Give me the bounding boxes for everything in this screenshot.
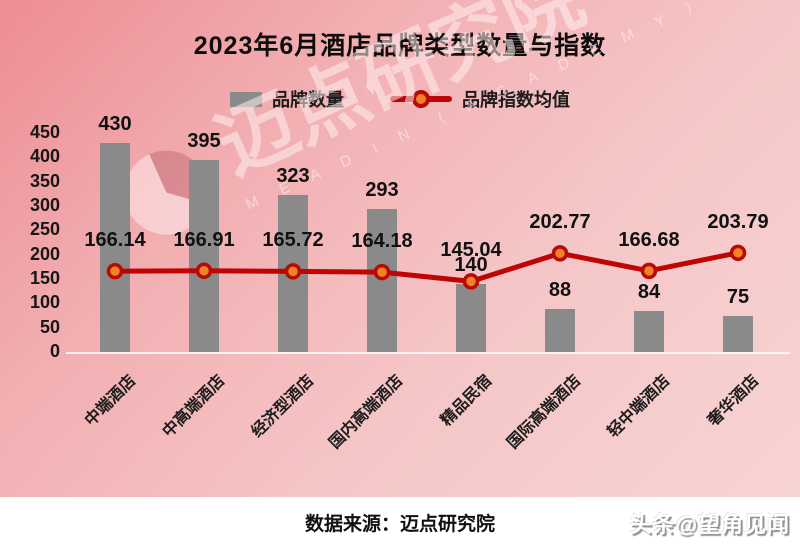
bar-swatch-icon	[230, 91, 262, 107]
line-point	[640, 262, 658, 280]
line-value-label: 145.04	[440, 239, 502, 262]
index-line	[106, 244, 747, 290]
line-point	[284, 263, 302, 280]
bar	[189, 159, 219, 352]
bar	[723, 315, 753, 352]
line-point	[106, 262, 124, 280]
bar	[367, 209, 397, 352]
line-value-label: 165.72	[262, 229, 324, 252]
y-axis-tick: 0	[49, 341, 60, 361]
combo-chart: 450 400 350 300 250 200 150 100 50 0 430 395 323 293 1…	[29, 112, 790, 453]
line-point	[373, 263, 391, 281]
line-value-label: 203.79	[707, 210, 769, 233]
line-point	[729, 244, 747, 262]
y-axis-tick: 450	[29, 122, 60, 142]
y-axis-tick: 250	[29, 219, 60, 240]
legend-item-bars: 品牌数量	[230, 86, 344, 112]
chart-title: 2023年6月酒店品牌类型数量与指数	[193, 32, 607, 60]
y-axis-tick: 200	[29, 243, 60, 264]
bar-value-label: 140	[454, 253, 488, 276]
bar	[456, 283, 486, 352]
line-value-label: 164.18	[351, 230, 413, 253]
y-axis-tick: 400	[29, 146, 60, 167]
bar-value-label: 395	[187, 129, 221, 152]
footer-strip: 数据来源：迈点研究院 头条@望角见闻	[0, 497, 800, 544]
legend-bars-label: 品牌数量	[272, 90, 344, 110]
line-point	[551, 245, 569, 262]
bar-value-label: 430	[98, 112, 132, 135]
y-axis-tick: 50	[39, 316, 60, 337]
bar-value-label: 88	[548, 279, 572, 302]
bar-value-label: 75	[726, 285, 750, 308]
y-axis-tick: 350	[29, 170, 60, 191]
line-point	[195, 262, 213, 280]
x-axis-baseline	[66, 352, 790, 354]
bar	[545, 309, 575, 352]
line-value-label: 166.14	[84, 229, 146, 252]
data-source-text: 数据来源：迈点研究院	[304, 514, 495, 535]
y-axis-tick: 150	[29, 268, 60, 288]
y-axis-tick: 300	[29, 195, 60, 215]
bar	[100, 142, 130, 352]
line-value-label: 166.68	[618, 228, 680, 251]
y-axis-tick: 100	[29, 292, 60, 313]
bar	[634, 311, 664, 352]
line-marker-icon	[412, 90, 430, 108]
legend: 品牌数量 品牌指数均值	[0, 86, 800, 112]
legend-line-label: 品牌指数均值	[462, 90, 570, 110]
legend-item-line: 品牌指数均值	[390, 86, 570, 112]
bar-value-label: 323	[276, 164, 310, 187]
line-value-label: 202.77	[529, 211, 591, 234]
line-swatch-icon	[390, 90, 452, 108]
toutiao-account-text: 头条@望角见闻	[629, 512, 790, 537]
line-value-label: 166.91	[173, 228, 235, 251]
bar-value-label: 84	[637, 281, 661, 304]
line-point	[462, 273, 480, 290]
bar-value-label: 293	[365, 179, 399, 202]
